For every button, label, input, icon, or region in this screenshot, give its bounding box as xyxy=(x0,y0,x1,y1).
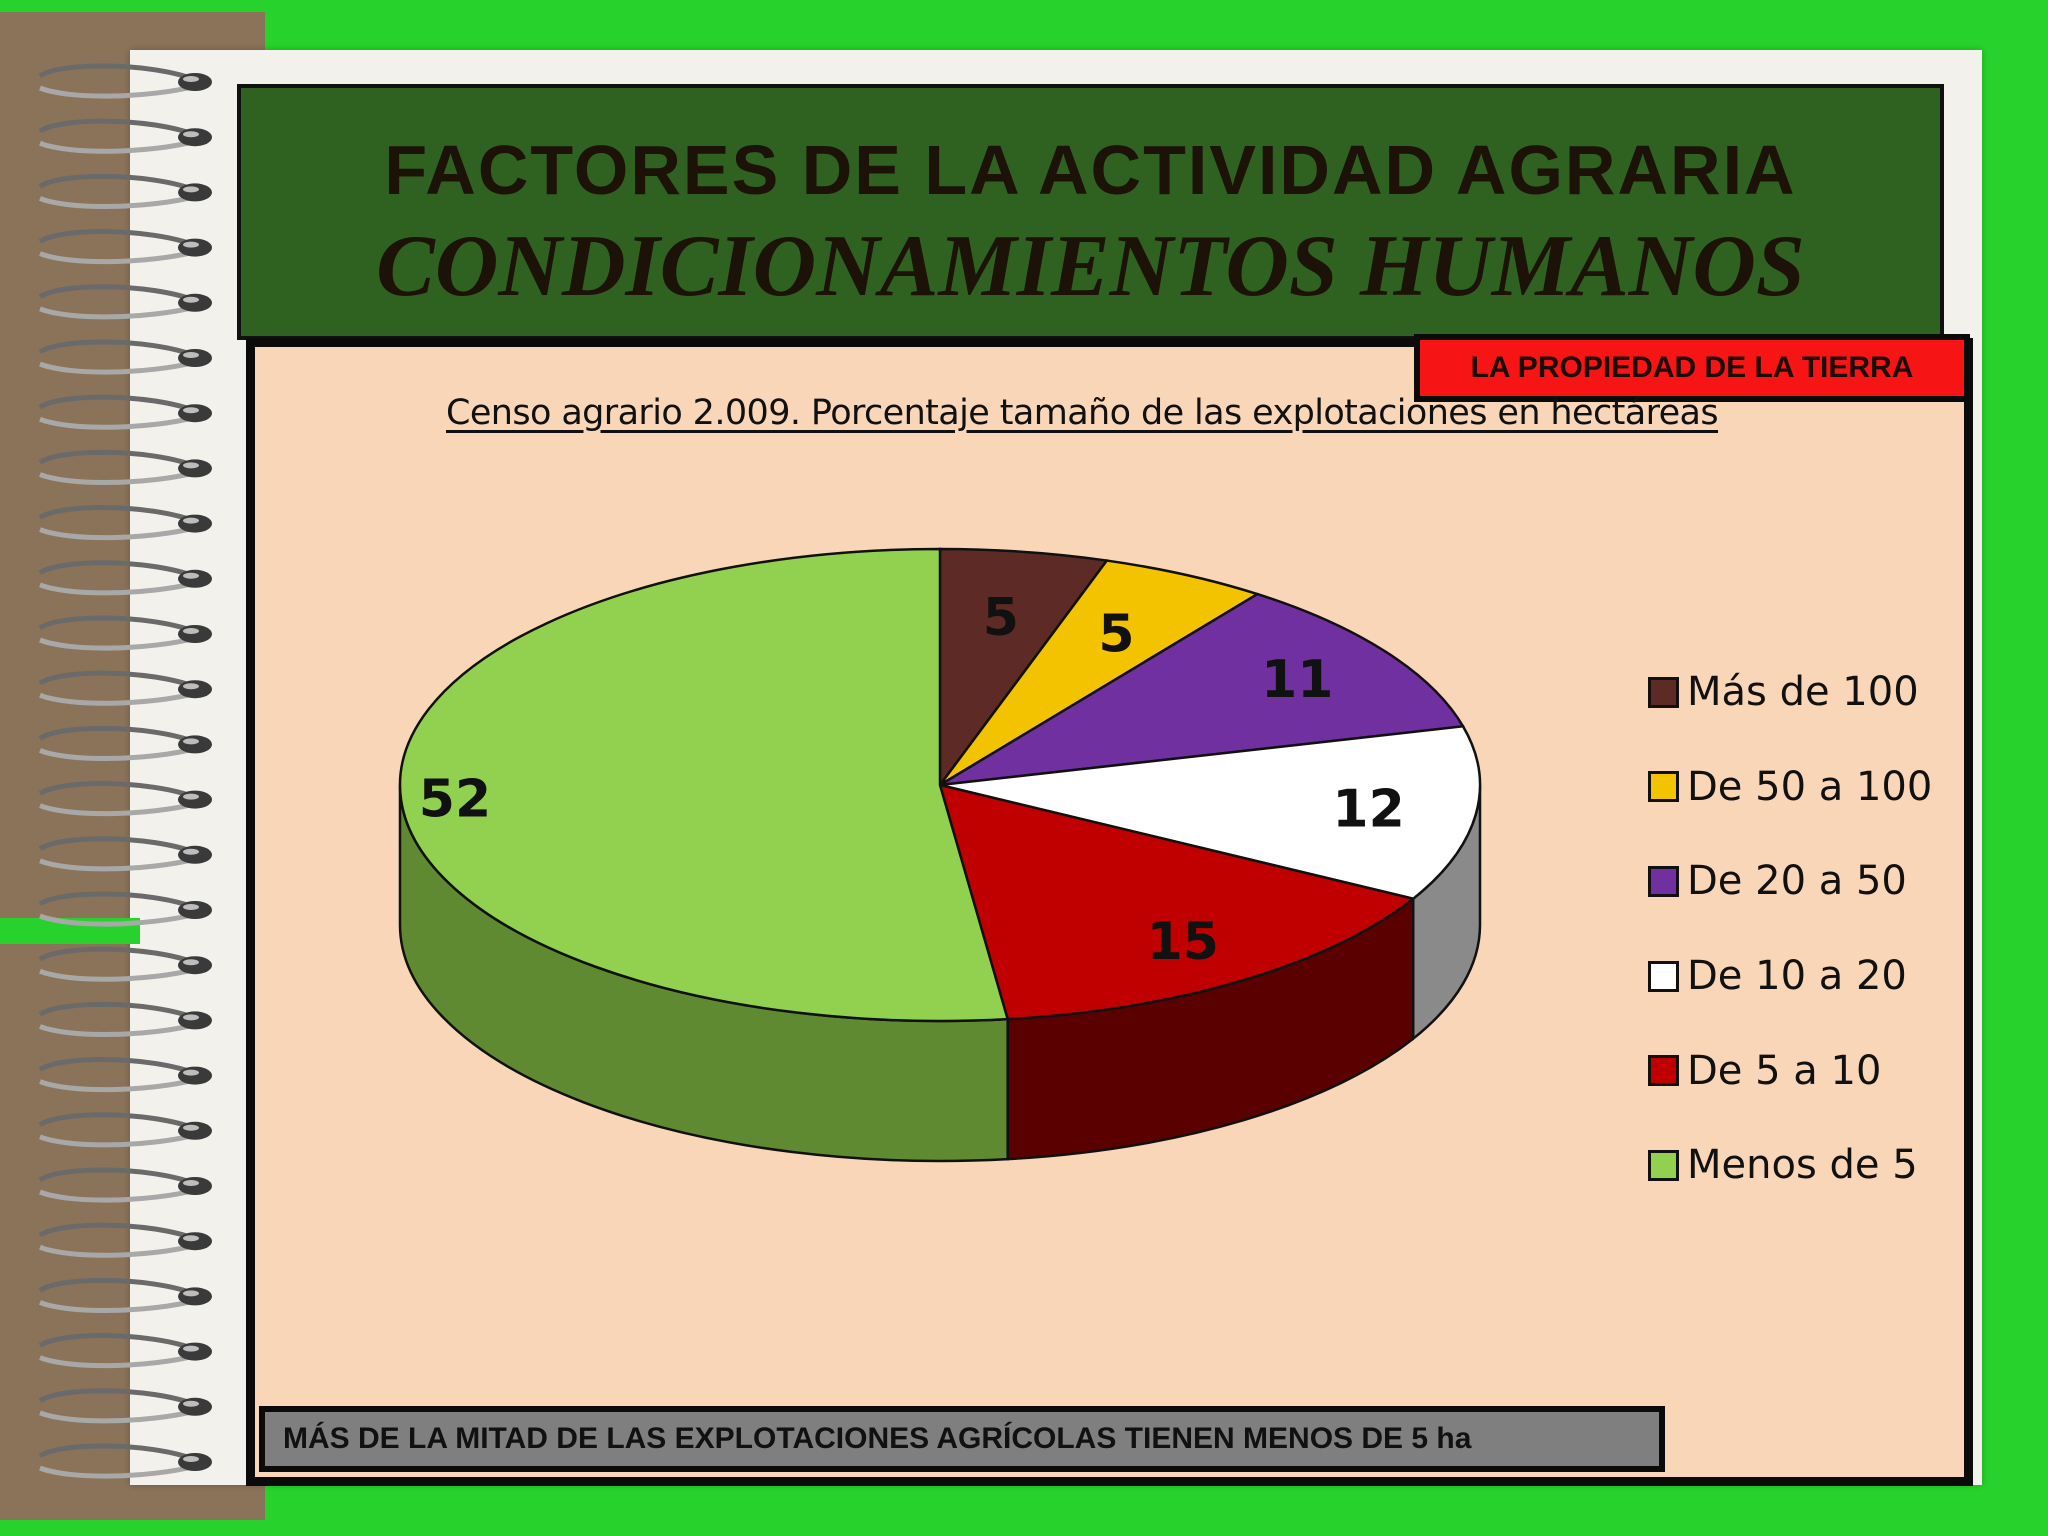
slide-subtitle: CONDICIONAMIENTOS HUMANOS xyxy=(376,218,1805,315)
pie-data-label-3: 12 xyxy=(1332,780,1404,840)
legend-swatch xyxy=(1648,960,1679,992)
legend-item: Menos de 5 xyxy=(1648,1118,1932,1213)
pie-sides xyxy=(398,784,1482,1163)
legend-swatch xyxy=(1648,771,1679,803)
notebook-spiral-binding xyxy=(38,63,212,1479)
pie-slice-1 xyxy=(938,559,1261,787)
spiral-ring xyxy=(38,946,212,982)
spiral-ring xyxy=(38,449,212,485)
spiral-ring xyxy=(38,560,212,596)
legend-item: De 50 a 100 xyxy=(1648,740,1932,835)
chart-title: Censo agrario 2.009. Porcentaje tamaño d… xyxy=(446,393,1719,433)
spiral-ring xyxy=(38,1277,212,1313)
topic-tag: LA PROPIEDAD DE LA TIERRA xyxy=(1414,334,1970,402)
spiral-ring xyxy=(38,1388,212,1424)
spiral-ring xyxy=(38,725,212,761)
legend-swatch xyxy=(1648,1055,1679,1087)
pie-data-label-0: 5 xyxy=(983,588,1019,648)
pie-tops xyxy=(398,547,1482,1023)
legend-swatch xyxy=(1648,1149,1679,1181)
title-bar: FACTORES DE LA ACTIVIDAD AGRARIA CONDICI… xyxy=(237,84,1944,340)
spiral-ring xyxy=(38,394,212,430)
spiral-ring xyxy=(38,284,212,320)
spiral-ring xyxy=(38,1057,212,1093)
pie-data-label-4: 15 xyxy=(1147,912,1219,972)
legend-label: De 5 a 10 xyxy=(1687,1047,1882,1094)
spiral-ring xyxy=(38,229,212,265)
pie-slice-0 xyxy=(938,547,1110,789)
spiral-ring xyxy=(38,63,212,99)
legend-label: De 10 a 20 xyxy=(1687,953,1907,1000)
spiral-ring xyxy=(38,118,212,154)
spiral-ring xyxy=(38,1167,212,1203)
pie-data-label-5: 52 xyxy=(419,769,491,829)
pie-slice-4 xyxy=(938,783,1416,1021)
legend-label: De 20 a 50 xyxy=(1687,858,1907,905)
legend-label: Más de 100 xyxy=(1687,669,1919,716)
spiral-ring xyxy=(38,1112,212,1148)
spiral-ring xyxy=(38,1001,212,1037)
spiral-ring xyxy=(38,670,212,706)
chart-legend: Más de 100 De 50 a 100 De 20 a 50 De 10 a 2… xyxy=(1648,645,1932,1213)
slide-title: FACTORES DE LA ACTIVIDAD AGRARIA xyxy=(384,131,1797,209)
legend-swatch xyxy=(1648,676,1679,708)
spiral-ring xyxy=(38,1333,212,1369)
pie-slice-3 xyxy=(939,724,1482,901)
spiral-ring xyxy=(38,1222,212,1258)
spiral-ring xyxy=(38,173,212,209)
legend-swatch xyxy=(1648,865,1679,897)
legend-item: Más de 100 xyxy=(1648,645,1932,740)
spiral-ring xyxy=(38,505,212,541)
spiral-ring xyxy=(38,615,212,651)
pie-data-label-2: 11 xyxy=(1261,650,1333,710)
conclusion-box: MÁS DE LA MITAD DE LAS EXPLOTACIONES AGR… xyxy=(259,1406,1665,1472)
spiral-ring xyxy=(38,781,212,817)
spiral-ring xyxy=(38,891,212,927)
pie-data-labels: 5 5 11 12 15 52 xyxy=(419,588,1405,972)
legend-label: De 50 a 100 xyxy=(1687,763,1933,810)
pie-slice-2 xyxy=(939,592,1466,787)
spiral-ring xyxy=(38,339,212,375)
spiral-ring xyxy=(38,1443,212,1479)
pie-slice-5 xyxy=(398,547,1010,1023)
pie-data-label-1: 5 xyxy=(1098,605,1134,665)
legend-item: De 5 a 10 xyxy=(1648,1023,1932,1118)
legend-label: Menos de 5 xyxy=(1687,1142,1918,1189)
legend-item: De 20 a 50 xyxy=(1648,834,1932,929)
spiral-ring xyxy=(38,836,212,872)
legend-item: De 10 a 20 xyxy=(1648,929,1932,1024)
